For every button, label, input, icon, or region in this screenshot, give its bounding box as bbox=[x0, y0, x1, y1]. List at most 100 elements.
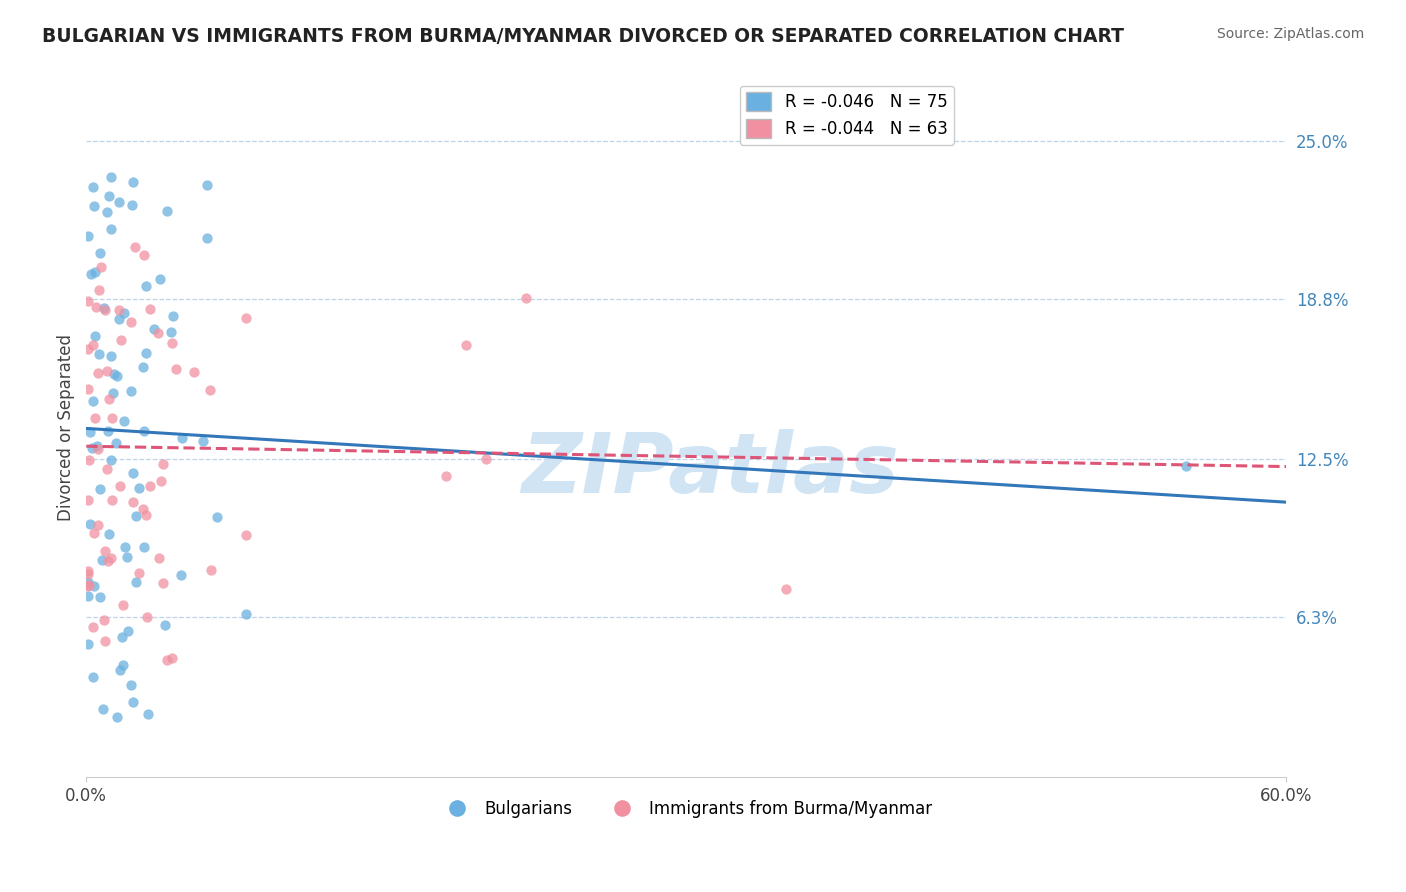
Point bbox=[82, 394, 104, 409]
Point bbox=[108, 195, 131, 210]
Point bbox=[96, 461, 118, 475]
Point bbox=[82, 180, 104, 194]
Point bbox=[82, 620, 104, 634]
Point bbox=[138, 479, 160, 493]
Point bbox=[98, 189, 121, 203]
Point bbox=[149, 271, 172, 285]
Point bbox=[80, 267, 103, 281]
Point bbox=[90, 553, 112, 567]
Point bbox=[97, 392, 120, 406]
Point bbox=[132, 248, 155, 262]
Point bbox=[148, 551, 170, 566]
Point bbox=[1175, 459, 1198, 474]
Point bbox=[77, 574, 100, 589]
Point bbox=[94, 303, 117, 318]
Point bbox=[93, 702, 115, 716]
Point bbox=[77, 493, 100, 508]
Point bbox=[97, 424, 120, 438]
Point bbox=[103, 367, 125, 381]
Point bbox=[105, 435, 128, 450]
Point bbox=[195, 178, 218, 192]
Point bbox=[110, 333, 132, 347]
Point bbox=[155, 617, 177, 632]
Point bbox=[89, 283, 111, 297]
Point bbox=[105, 369, 128, 384]
Point bbox=[97, 554, 120, 568]
Point bbox=[77, 564, 100, 578]
Point bbox=[77, 293, 100, 308]
Text: ZIPatlas: ZIPatlas bbox=[522, 429, 900, 509]
Point bbox=[98, 526, 121, 541]
Point bbox=[90, 260, 112, 274]
Point bbox=[87, 366, 110, 380]
Point bbox=[128, 566, 150, 581]
Point bbox=[112, 599, 135, 613]
Point bbox=[93, 613, 115, 627]
Point bbox=[146, 326, 169, 340]
Point bbox=[160, 336, 183, 351]
Point bbox=[82, 670, 104, 684]
Point bbox=[195, 231, 218, 245]
Point bbox=[135, 609, 157, 624]
Point bbox=[108, 663, 131, 677]
Point bbox=[143, 321, 166, 335]
Legend: Bulgarians, Immigrants from Burma/Myanmar: Bulgarians, Immigrants from Burma/Myanma… bbox=[434, 793, 939, 824]
Point bbox=[198, 383, 221, 397]
Point bbox=[235, 311, 257, 326]
Point bbox=[89, 590, 111, 604]
Point bbox=[205, 510, 228, 524]
Point bbox=[83, 199, 105, 213]
Point bbox=[96, 363, 118, 377]
Point bbox=[122, 694, 145, 708]
Point bbox=[94, 634, 117, 648]
Point bbox=[170, 431, 193, 445]
Point bbox=[77, 342, 100, 356]
Point bbox=[86, 439, 108, 453]
Point bbox=[100, 453, 122, 467]
Point bbox=[101, 493, 124, 508]
Point bbox=[86, 300, 108, 314]
Point bbox=[125, 574, 148, 589]
Point bbox=[84, 328, 107, 343]
Point bbox=[103, 386, 125, 401]
Point bbox=[120, 678, 142, 692]
Point bbox=[136, 707, 159, 722]
Point bbox=[117, 624, 139, 639]
Point bbox=[89, 246, 111, 260]
Point bbox=[165, 362, 187, 376]
Point bbox=[132, 502, 155, 516]
Point bbox=[100, 222, 122, 236]
Point bbox=[108, 479, 131, 493]
Point bbox=[94, 544, 117, 558]
Point bbox=[115, 550, 138, 565]
Point bbox=[152, 457, 174, 471]
Point bbox=[108, 312, 131, 326]
Point bbox=[77, 590, 100, 604]
Y-axis label: Divorced or Separated: Divorced or Separated bbox=[58, 334, 75, 521]
Point bbox=[105, 710, 128, 724]
Point bbox=[183, 366, 205, 380]
Point bbox=[156, 652, 179, 666]
Point bbox=[79, 516, 101, 531]
Point bbox=[121, 175, 143, 189]
Point bbox=[135, 279, 157, 293]
Point bbox=[93, 301, 115, 316]
Point bbox=[134, 424, 156, 438]
Point bbox=[83, 579, 105, 593]
Point bbox=[87, 518, 110, 533]
Point bbox=[107, 303, 129, 318]
Point bbox=[162, 309, 184, 323]
Point bbox=[84, 410, 107, 425]
Point bbox=[120, 384, 142, 398]
Text: BULGARIAN VS IMMIGRANTS FROM BURMA/MYANMAR DIVORCED OR SEPARATED CORRELATION CHA: BULGARIAN VS IMMIGRANTS FROM BURMA/MYANM… bbox=[42, 27, 1125, 45]
Point bbox=[775, 582, 797, 596]
Point bbox=[122, 466, 145, 480]
Point bbox=[100, 411, 122, 425]
Point bbox=[77, 382, 100, 396]
Point bbox=[89, 482, 111, 496]
Point bbox=[152, 576, 174, 591]
Point bbox=[131, 360, 153, 375]
Point bbox=[170, 567, 193, 582]
Point bbox=[100, 169, 122, 184]
Point bbox=[77, 637, 100, 651]
